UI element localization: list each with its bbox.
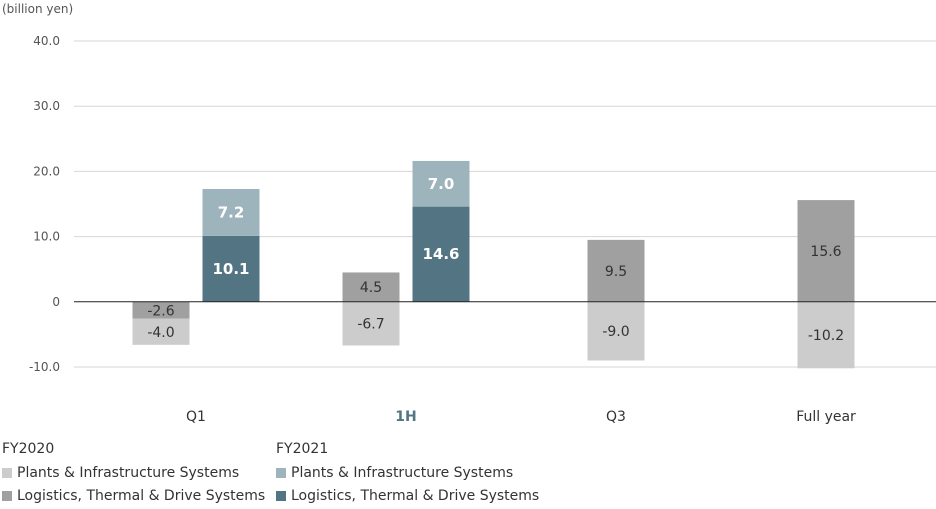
bar-fy2020-series-0 [797, 301, 855, 369]
value-label: -10.2 [808, 328, 844, 344]
y-tick-label: 10.0 [33, 230, 60, 244]
bar-fy2020-series-0 [132, 318, 190, 345]
legend-label: Logistics, Thermal & Drive Systems [17, 488, 266, 504]
x-axis-labels: Q1 1H Q3 Full year [186, 409, 856, 425]
legend-fy2020: FY2020 Plants & Infrastructure Systems L… [2, 441, 265, 509]
value-labels: -2.6 -4.0 4.5 -6.7 9.5 -9.0 15.6 -10.2 10.1 7.2 14… [147, 175, 844, 344]
chart: 40.0 30.0 20.0 10.0 0 -10.0 -2.6 -4.0 4.5 -6.7 9.… [29, 34, 936, 425]
legend-title: FY2020 [2, 441, 55, 457]
bar-fy2020-series-1 [342, 272, 400, 302]
bar-fy2021-series-0 [412, 160, 470, 207]
bar-fy2021-series-1 [412, 206, 470, 302]
value-label: 10.1 [212, 260, 249, 278]
legend-item: Plants & Infrastructure Systems [276, 463, 539, 483]
bar-fy2021-series-1 [202, 235, 260, 302]
bar-fy2020-series-1 [132, 301, 190, 319]
legend-title: FY2021 [276, 441, 329, 457]
y-tick-label: -10.0 [29, 360, 60, 374]
value-label: -9.0 [602, 324, 629, 340]
x-tick-label: 1H [395, 409, 416, 425]
x-tick-label: Full year [796, 409, 856, 425]
legend-label: Plants & Infrastructure Systems [17, 465, 240, 481]
value-label: -6.7 [357, 317, 384, 333]
legend-item: Logistics, Thermal & Drive Systems [276, 486, 539, 506]
legend-swatch [276, 468, 286, 478]
value-label: -2.6 [147, 303, 174, 319]
legend-label: Logistics, Thermal & Drive Systems [291, 488, 540, 504]
legend-swatch [276, 491, 286, 501]
y-axis-ticks: 40.0 30.0 20.0 10.0 0 -10.0 [29, 34, 60, 374]
value-label: -4.0 [147, 325, 174, 341]
y-tick-label: 0 [52, 295, 60, 309]
value-label: 7.0 [428, 175, 455, 193]
x-tick-label: Q3 [606, 409, 626, 425]
legend-swatch [2, 468, 12, 478]
bar-fy2021-series-0 [202, 189, 260, 236]
legend-fy2021: FY2021 Plants & Infrastructure Systems L… [276, 441, 539, 509]
value-label: 15.6 [810, 244, 841, 260]
x-tick-label: Q1 [186, 409, 206, 425]
bar-fy2020-series-1 [797, 200, 855, 302]
bar-fy2020-series-1 [587, 239, 645, 302]
grid-lines [74, 40, 936, 368]
bar-fy2020-series-0 [587, 301, 645, 361]
bar-fy2020-series-0 [342, 301, 400, 346]
y-tick-label: 20.0 [33, 164, 60, 178]
legend-label: Plants & Infrastructure Systems [291, 465, 514, 481]
unit-label: (billion yen) [2, 2, 74, 16]
y-tick-label: 40.0 [33, 34, 60, 48]
legend-item: Logistics, Thermal & Drive Systems [2, 486, 265, 506]
legend-swatch [2, 491, 12, 501]
legend-item: Plants & Infrastructure Systems [2, 463, 265, 483]
value-label: 14.6 [422, 245, 459, 263]
value-label: 9.5 [605, 264, 627, 280]
y-tick-label: 30.0 [33, 99, 60, 113]
value-label: 4.5 [360, 280, 382, 296]
value-label: 7.2 [218, 203, 245, 221]
bars [132, 160, 855, 369]
